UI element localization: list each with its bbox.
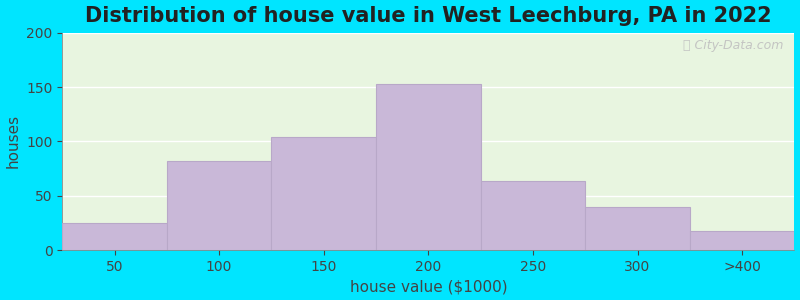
Bar: [271, 137, 376, 250]
Title: Distribution of house value in West Leechburg, PA in 2022: Distribution of house value in West Leec…: [85, 6, 772, 26]
Bar: [376, 84, 481, 250]
Y-axis label: houses: houses: [6, 114, 21, 169]
Bar: [690, 231, 794, 250]
X-axis label: house value ($1000): house value ($1000): [350, 279, 507, 294]
Text: ⓘ City-Data.com: ⓘ City-Data.com: [683, 39, 783, 52]
Bar: [586, 207, 690, 250]
Bar: [62, 223, 167, 250]
Bar: [167, 161, 271, 250]
Bar: [481, 181, 586, 250]
